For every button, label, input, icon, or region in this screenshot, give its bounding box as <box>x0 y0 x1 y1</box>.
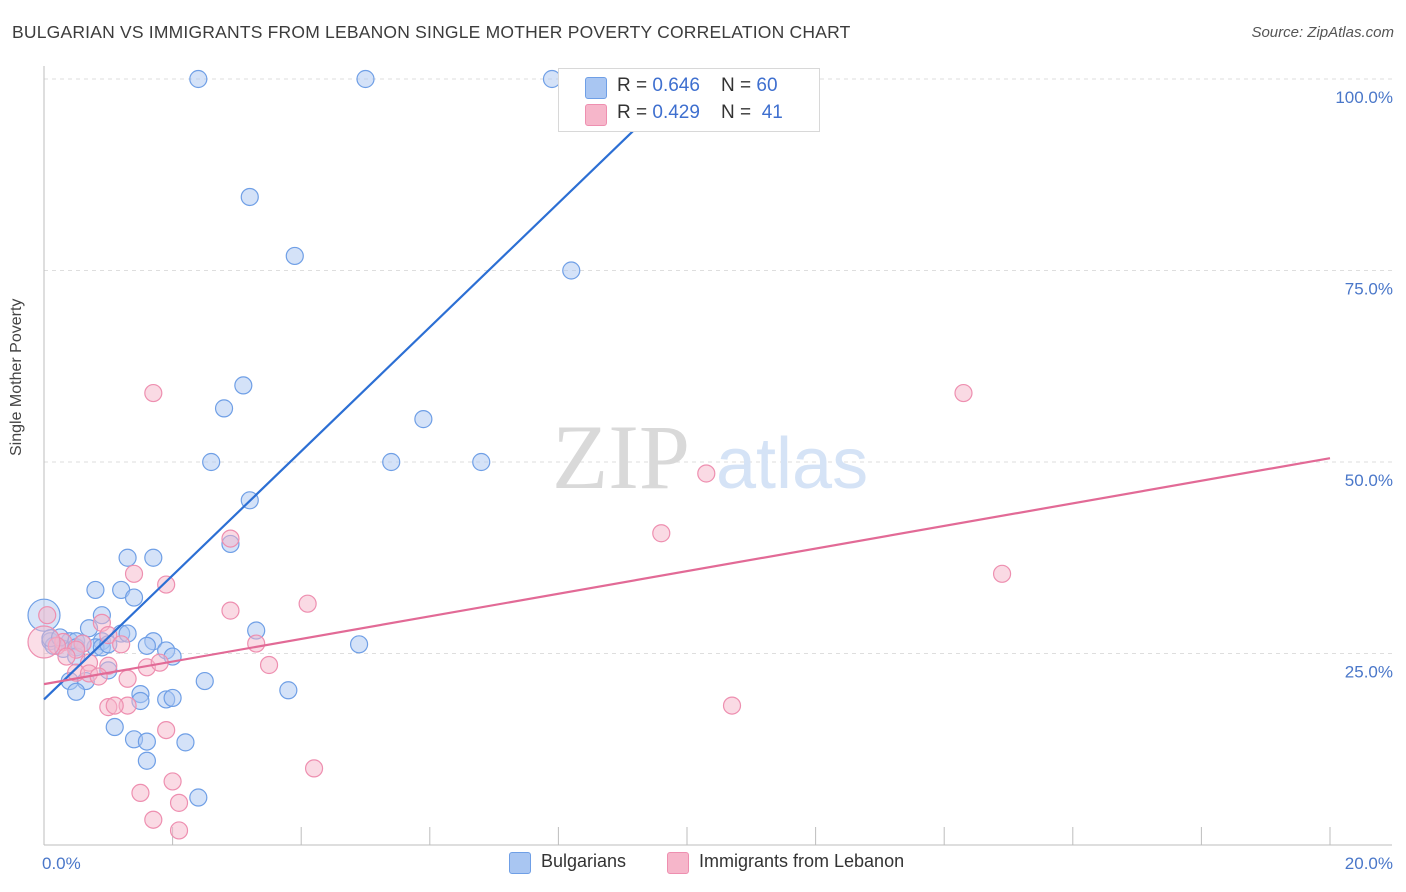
point-bulgarians <box>176 733 195 752</box>
point-bulgarians <box>349 635 369 654</box>
point-bulgarians <box>118 548 137 567</box>
source-label: Source: ZipAtlas.com <box>1251 24 1394 41</box>
correlation-legend: R = 0.646 N = 60 R = 0.429 N = 41 <box>558 68 820 132</box>
legend-n-value: 60 <box>756 75 778 96</box>
watermark-atlas: atlas <box>716 424 868 504</box>
legend-swatch-lebanon <box>667 852 689 874</box>
y-tick-label: 25.0% <box>1345 663 1393 682</box>
point-bulgarians <box>189 788 208 807</box>
point-lebanon <box>157 720 176 740</box>
point-bulgarians <box>240 187 259 207</box>
trend-line-lebanon <box>43 457 1331 686</box>
point-lebanon <box>169 793 189 812</box>
legend-swatch-bulgarians <box>585 77 607 99</box>
data-points <box>27 69 1012 840</box>
x-tick-label: 20.0% <box>1345 854 1393 873</box>
chart-title: BULGARIAN VS IMMIGRANTS FROM LEBANON SIN… <box>12 22 851 42</box>
x-tick-label: 0.0% <box>42 854 81 873</box>
y-tick-label: 75.0% <box>1345 280 1393 299</box>
point-bulgarians <box>124 588 144 607</box>
point-lebanon <box>112 635 131 654</box>
point-bulgarians <box>472 452 491 472</box>
legend-r-label: R = <box>617 75 653 96</box>
point-bulgarians <box>163 688 182 708</box>
y-tick-label: 50.0% <box>1345 471 1393 490</box>
point-bulgarians <box>137 751 156 770</box>
legend-swatch-lebanon <box>585 104 607 126</box>
point-lebanon <box>304 759 324 778</box>
point-lebanon <box>38 606 57 625</box>
point-lebanon <box>157 575 176 594</box>
legend-n-value: 41 <box>761 102 783 123</box>
point-bulgarians <box>105 717 124 737</box>
point-lebanon <box>697 464 716 483</box>
point-lebanon <box>144 383 163 403</box>
legend-r-value: 0.429 <box>652 102 700 123</box>
point-lebanon <box>722 696 742 715</box>
point-bulgarians <box>67 682 86 701</box>
point-lebanon <box>169 821 189 840</box>
point-bulgarians <box>86 580 105 600</box>
point-lebanon <box>124 564 144 583</box>
y-tick-label: 100.0% <box>1335 88 1393 107</box>
watermark-zip: ZIP <box>552 406 690 508</box>
point-bulgarians <box>285 246 304 266</box>
grid-lines <box>44 78 1392 654</box>
point-lebanon <box>954 383 973 403</box>
point-bulgarians <box>562 261 581 280</box>
legend-swatch-bulgarians <box>509 852 531 874</box>
point-bulgarians <box>189 69 208 89</box>
point-lebanon <box>221 601 240 620</box>
point-bulgarians <box>144 548 163 567</box>
legend-n-label: N = <box>721 75 757 96</box>
point-bulgarians <box>137 636 156 655</box>
point-bulgarians <box>279 681 298 700</box>
axes <box>43 66 1392 846</box>
legend-r-label: R = <box>617 102 653 123</box>
point-bulgarians <box>382 452 401 472</box>
tick-labels: 25.0% 50.0% 75.0% 100.0% 0.0% 20.0% <box>42 88 1393 873</box>
point-bulgarians <box>214 399 234 418</box>
point-lebanon <box>144 810 163 829</box>
trend-lines <box>43 78 1331 701</box>
point-bulgarians <box>195 671 214 691</box>
legend-r-value: 0.646 <box>652 75 700 96</box>
point-lebanon <box>105 696 124 715</box>
point-lebanon <box>57 647 76 666</box>
trend-line-bulgarians <box>43 78 688 701</box>
point-bulgarians <box>137 732 156 751</box>
point-lebanon <box>99 626 118 645</box>
point-lebanon <box>118 669 137 688</box>
point-lebanon <box>992 564 1012 583</box>
point-bulgarians <box>414 410 433 429</box>
legend-n-label: N = <box>721 102 757 123</box>
point-bulgarians <box>356 69 375 89</box>
point-bulgarians <box>202 452 221 472</box>
point-bulgarians <box>234 376 253 395</box>
legend-label-bulgarians: Bulgarians <box>541 851 627 871</box>
point-lebanon <box>247 634 266 653</box>
point-lebanon <box>298 594 317 613</box>
point-lebanon <box>652 524 671 543</box>
point-lebanon <box>27 625 61 659</box>
point-lebanon <box>221 529 240 548</box>
point-lebanon <box>131 783 150 803</box>
point-lebanon <box>259 655 279 675</box>
point-lebanon <box>163 772 182 791</box>
legend-label-lebanon: Immigrants from Lebanon <box>699 851 905 871</box>
